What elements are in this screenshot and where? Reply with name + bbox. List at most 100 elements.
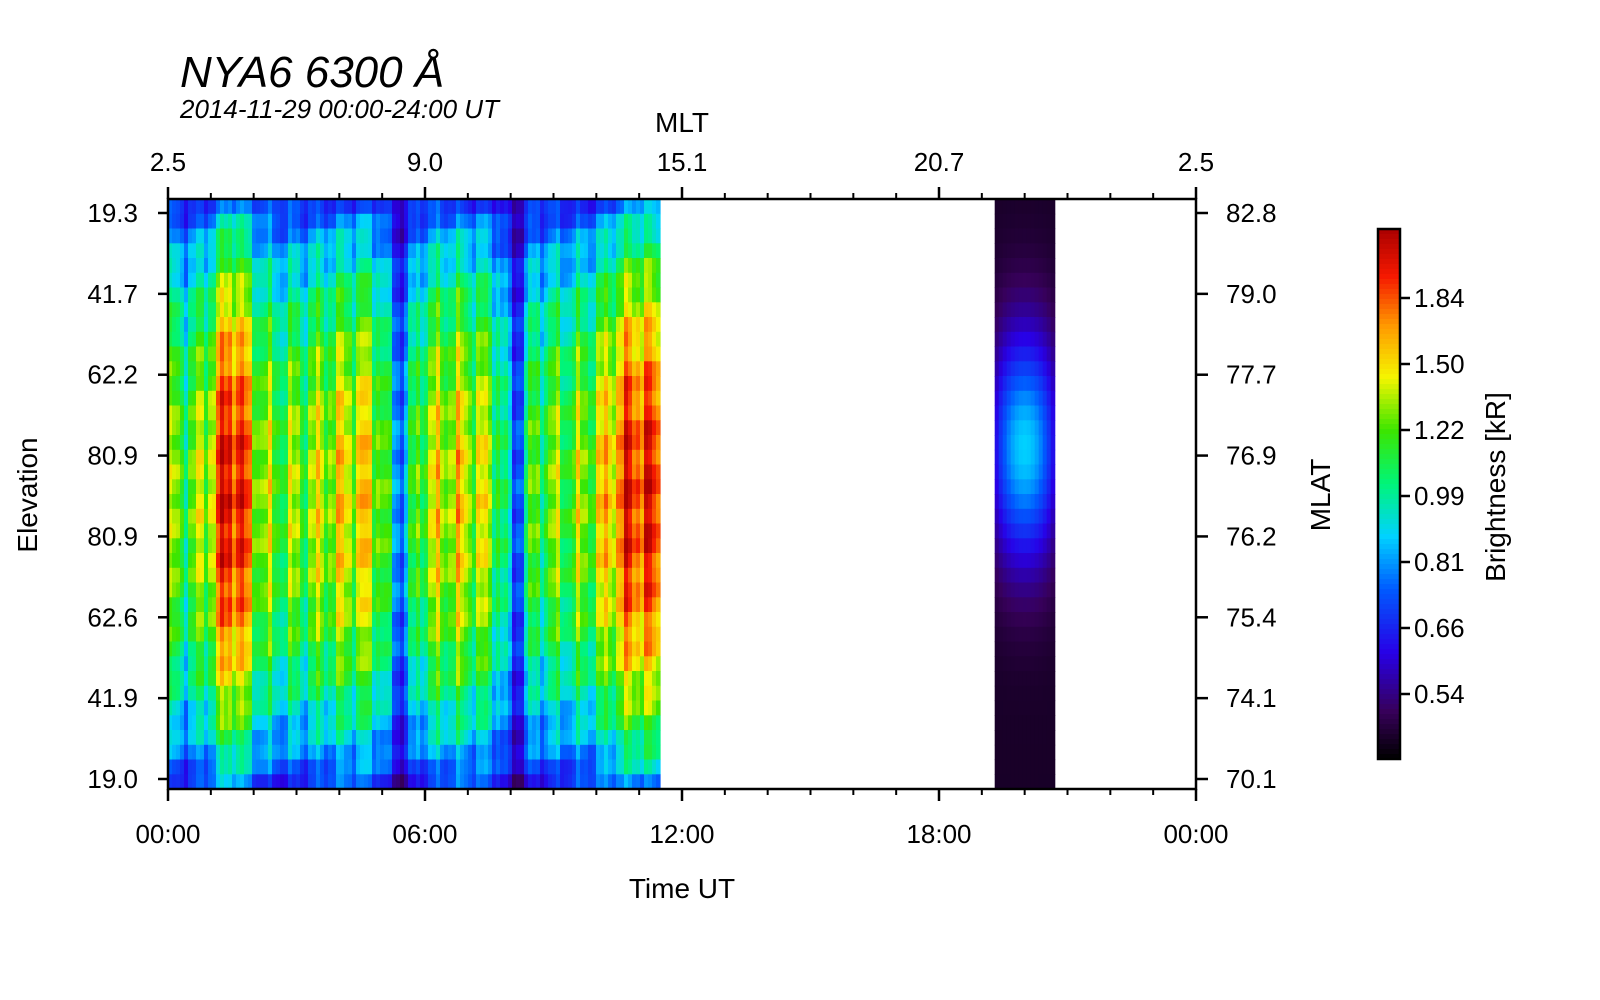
heatmap-cell — [296, 700, 301, 716]
heatmap-cell — [428, 464, 433, 480]
heatmap-cell — [448, 671, 453, 687]
heatmap-cell — [308, 243, 313, 259]
heatmap-cell — [552, 508, 557, 525]
heatmap-cell — [248, 405, 253, 421]
heatmap-cell — [368, 331, 373, 348]
heatmap-cell — [504, 228, 509, 244]
heatmap-cell — [340, 612, 345, 628]
heatmap-cell — [284, 774, 289, 790]
heatmap-cell — [380, 759, 385, 775]
heatmap-cell — [636, 700, 641, 716]
heatmap-cell — [588, 553, 593, 569]
heatmap-cell — [432, 744, 437, 761]
heatmap-cell — [524, 258, 529, 274]
heatmap-cell — [628, 700, 633, 716]
heatmap-cell — [280, 523, 285, 539]
heatmap-cell — [300, 449, 305, 466]
heatmap-cell — [468, 449, 473, 466]
heatmap-cell — [168, 346, 173, 362]
heatmap-cell — [180, 671, 185, 687]
heatmap-cell — [380, 420, 385, 436]
heatmap-cell — [328, 626, 333, 643]
heatmap-cell — [408, 567, 413, 584]
heatmap-cell — [604, 523, 609, 539]
heatmap-cell — [592, 508, 597, 525]
heatmap-cell — [420, 479, 425, 495]
heatmap-cell — [296, 538, 301, 554]
heatmap-cell — [612, 567, 617, 584]
heatmap-cell — [632, 744, 637, 761]
heatmap-cell — [220, 700, 225, 716]
heatmap-cell — [364, 287, 369, 303]
heatmap-cell — [608, 626, 613, 643]
heatmap-cell — [232, 420, 237, 436]
heatmap-cell — [544, 626, 549, 643]
heatmap-cell — [196, 744, 201, 761]
heatmap-cell — [240, 744, 245, 761]
heatmap-cell — [564, 641, 569, 657]
heatmap-cell — [348, 346, 353, 362]
heatmap-cell — [380, 258, 385, 274]
heatmap-cell — [408, 376, 413, 392]
heatmap-cell — [288, 243, 293, 259]
heatmap-cell — [228, 671, 233, 687]
heatmap-cell — [644, 656, 649, 672]
heatmap-cell — [400, 361, 405, 377]
heatmap-cell — [360, 656, 365, 672]
heatmap-cell — [600, 435, 605, 451]
heatmap-cell — [648, 331, 653, 348]
heatmap-cell — [648, 287, 653, 303]
heatmap-cell — [580, 685, 585, 702]
heatmap-cell — [632, 715, 637, 731]
heatmap-cell — [532, 671, 537, 687]
heatmap-cell — [364, 582, 369, 598]
heatmap-cell — [324, 730, 329, 746]
heatmap-cell — [440, 612, 445, 628]
heatmap-cell — [224, 376, 229, 392]
heatmap-cell — [204, 553, 209, 569]
heatmap-cell — [264, 553, 269, 569]
heatmap-cell — [432, 479, 437, 495]
heatmap-cell — [348, 390, 353, 407]
heatmap-cell — [212, 597, 217, 613]
heatmap-cell — [300, 553, 305, 569]
heatmap-cell — [288, 759, 293, 775]
heatmap-cell — [460, 405, 465, 421]
heatmap-cell — [460, 346, 465, 362]
heatmap-cell — [356, 744, 361, 761]
heatmap-cell — [656, 538, 661, 554]
heatmap-cell — [184, 361, 189, 377]
heatmap-cell — [320, 376, 325, 392]
heatmap-cell — [428, 420, 433, 436]
heatmap-cell — [244, 567, 249, 584]
heatmap-cell — [392, 302, 397, 318]
heatmap-cell — [460, 420, 465, 436]
heatmap-cell — [460, 715, 465, 731]
heatmap-cell — [524, 331, 529, 348]
heatmap-cell — [196, 715, 201, 731]
heatmap-cell — [580, 597, 585, 613]
heatmap-cell — [268, 538, 273, 554]
heatmap-cell — [256, 390, 261, 407]
heatmap-cell — [168, 523, 173, 539]
heatmap-cell — [480, 331, 485, 348]
heatmap-cell — [344, 346, 349, 362]
heatmap-cell — [572, 287, 577, 303]
heatmap-cell — [352, 700, 357, 716]
heatmap-cell — [228, 774, 233, 790]
heatmap-cell — [340, 523, 345, 539]
heatmap-cell — [528, 567, 533, 584]
heatmap-cell — [312, 258, 317, 274]
heatmap-cell — [572, 199, 577, 215]
heatmap-cell — [476, 390, 481, 407]
heatmap-cell — [220, 287, 225, 303]
heatmap-cell — [492, 199, 497, 215]
heatmap-cell — [528, 272, 533, 289]
heatmap-cell — [432, 449, 437, 466]
heatmap-cell — [492, 317, 497, 333]
heatmap-cell — [644, 317, 649, 333]
heatmap-cell — [388, 730, 393, 746]
heatmap-cell — [196, 612, 201, 628]
heatmap-cell — [244, 213, 249, 230]
heatmap-cell — [352, 494, 357, 510]
